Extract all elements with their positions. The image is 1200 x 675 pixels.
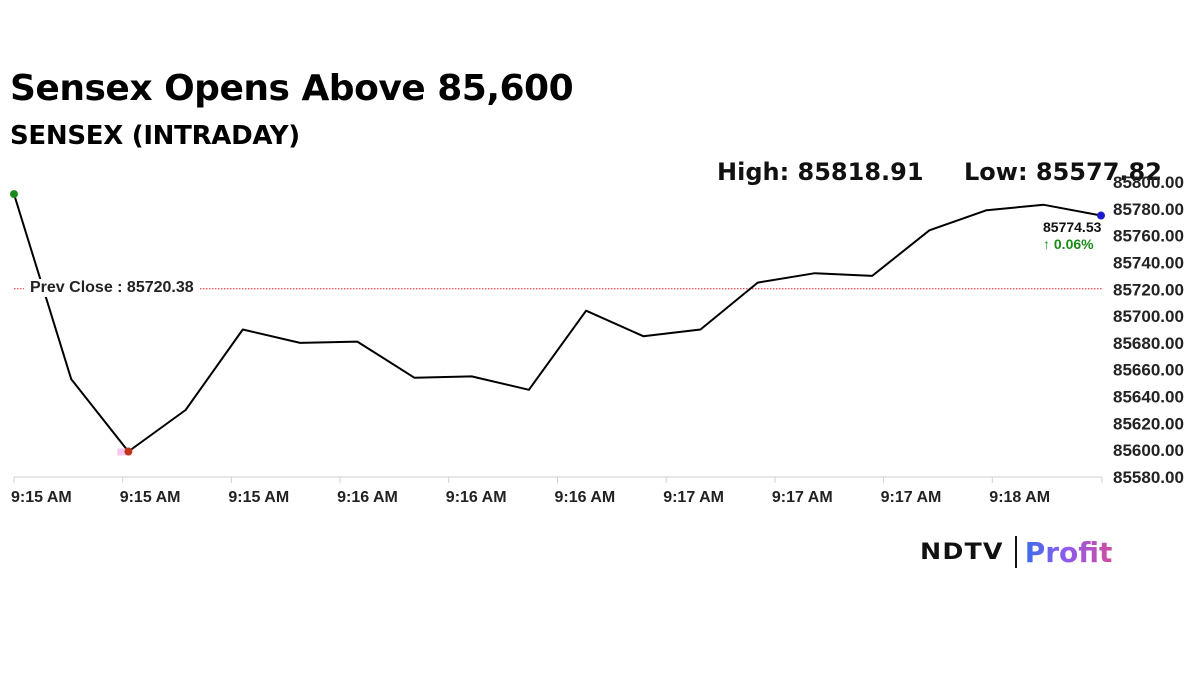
ndtv-wordmark: NDTV: [920, 539, 1004, 565]
profit-wordmark: Profit: [1024, 535, 1113, 569]
y-tick-label: 85780.00: [1113, 200, 1184, 219]
y-tick-label: 85600.00: [1113, 441, 1184, 460]
high-label: High: 85818.91: [717, 158, 924, 186]
y-tick-label: 85740.00: [1113, 253, 1184, 272]
price-line: [13, 193, 1102, 453]
x-tick-label: 9:15 AM: [228, 489, 289, 506]
x-tick-label: 9:15 AM: [11, 489, 72, 506]
low-label: Low: 85577.82: [964, 158, 1162, 186]
chart-title: Sensex Opens Above 85,600: [10, 68, 574, 109]
x-tick-label: 9:18 AM: [989, 489, 1050, 506]
y-tick-label: 85760.00: [1113, 227, 1184, 246]
y-axis: 85580.00 85600.00 85620.00 85640.00 85660.00…: [1113, 173, 1184, 487]
y-tick-label: 85680.00: [1113, 334, 1184, 353]
prev-close-label: Prev Close : 85720.38: [24, 279, 200, 297]
start-marker-icon: [10, 190, 18, 199]
y-tick-label: 85800.00: [1113, 173, 1184, 192]
end-marker-icon: [1097, 211, 1105, 220]
y-tick-label: 85700.00: [1113, 307, 1184, 326]
x-axis: 9:15 AM 9:15 AM 9:15 AM 9:16 AM 9:16 AM 9:16 …: [11, 476, 1103, 506]
y-tick-label: 85660.00: [1113, 361, 1184, 380]
x-tick-label: 9:16 AM: [555, 489, 616, 506]
low-highlight: [117, 448, 132, 456]
ndtv-profit-logo: NDTV Profit: [920, 534, 1112, 570]
low-marker-icon: [124, 447, 133, 456]
x-tick-label: 9:17 AM: [772, 489, 833, 506]
x-tick-label: 9:17 AM: [663, 489, 724, 506]
change-percent-label: ↑ 0.06%: [1043, 236, 1094, 252]
last-value-label: 85774.53: [1043, 219, 1102, 235]
logo-divider: [1014, 536, 1017, 568]
y-tick-label: 85620.00: [1113, 414, 1184, 433]
x-tick-label: 9:16 AM: [446, 489, 507, 506]
y-tick-label: 85640.00: [1113, 388, 1184, 407]
y-tick-label: 85720.00: [1113, 280, 1184, 299]
x-tick-label: 9:17 AM: [881, 489, 942, 506]
x-tick-label: 9:16 AM: [337, 489, 398, 506]
y-tick-label: 85580.00: [1113, 468, 1184, 487]
x-tick-label: 9:15 AM: [120, 489, 181, 506]
chart-subtitle: SENSEX (INTRADAY): [10, 121, 300, 151]
